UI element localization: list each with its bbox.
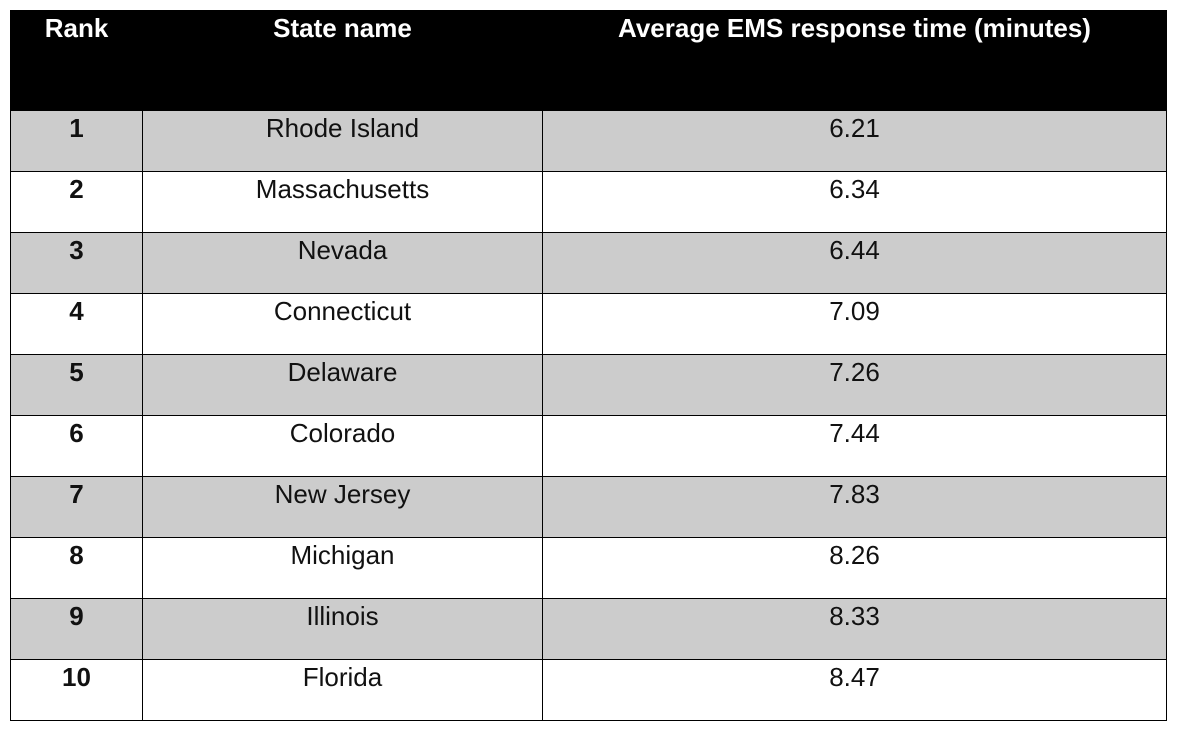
header-cell: Average EMS response time (minutes) — [542, 10, 1167, 111]
time-cell: 7.09 — [542, 293, 1167, 355]
rank-cell: 8 — [10, 537, 143, 599]
state-cell: Nevada — [142, 232, 543, 294]
time-cell: 8.33 — [542, 598, 1167, 660]
rank-cell: 3 — [10, 232, 143, 294]
header-cell: Rank — [10, 10, 143, 111]
state-cell: Florida — [142, 659, 543, 721]
header-cell: State name — [142, 10, 543, 111]
table-row: 9 Illinois 8.33 — [10, 598, 1167, 660]
table-row: 4 Connecticut 7.09 — [10, 293, 1167, 355]
rank-cell: 10 — [10, 659, 143, 721]
rank-cell: 4 — [10, 293, 143, 355]
state-cell: Michigan — [142, 537, 543, 599]
rank-cell: 7 — [10, 476, 143, 538]
table-row: 2 Massachusetts 6.34 — [10, 171, 1167, 233]
state-cell: Illinois — [142, 598, 543, 660]
rank-cell: 9 — [10, 598, 143, 660]
state-cell: Delaware — [142, 354, 543, 416]
state-cell: Massachusetts — [142, 171, 543, 233]
table-row: 8 Michigan 8.26 — [10, 537, 1167, 599]
time-cell: 8.47 — [542, 659, 1167, 721]
time-cell: 8.26 — [542, 537, 1167, 599]
state-cell: Colorado — [142, 415, 543, 477]
rank-cell: 5 — [10, 354, 143, 416]
time-cell: 7.44 — [542, 415, 1167, 477]
rank-cell: 1 — [10, 110, 143, 172]
state-cell: New Jersey — [142, 476, 543, 538]
time-cell: 7.83 — [542, 476, 1167, 538]
table-row: 7 New Jersey 7.83 — [10, 476, 1167, 538]
state-cell: Connecticut — [142, 293, 543, 355]
table-row: 6 Colorado 7.44 — [10, 415, 1167, 477]
ems-table: Rank State name Average EMS response time … — [10, 10, 1167, 721]
rank-cell: 2 — [10, 171, 143, 233]
state-cell: Rhode Island — [142, 110, 543, 172]
time-cell: 7.26 — [542, 354, 1167, 416]
time-cell: 6.44 — [542, 232, 1167, 294]
table-row: 5 Delaware 7.26 — [10, 354, 1167, 416]
table-body: 1 Rhode Island 6.21 2 Massachusetts 6.34 3 Neva… — [10, 110, 1167, 721]
time-cell: 6.34 — [542, 171, 1167, 233]
table-row: 10 Florida 8.47 — [10, 659, 1167, 721]
table-row: 1 Rhode Island 6.21 — [10, 110, 1167, 172]
time-cell: 6.21 — [542, 110, 1167, 172]
header-row: Rank State name Average EMS response time … — [10, 10, 1167, 111]
rank-cell: 6 — [10, 415, 143, 477]
table-row: 3 Nevada 6.44 — [10, 232, 1167, 294]
